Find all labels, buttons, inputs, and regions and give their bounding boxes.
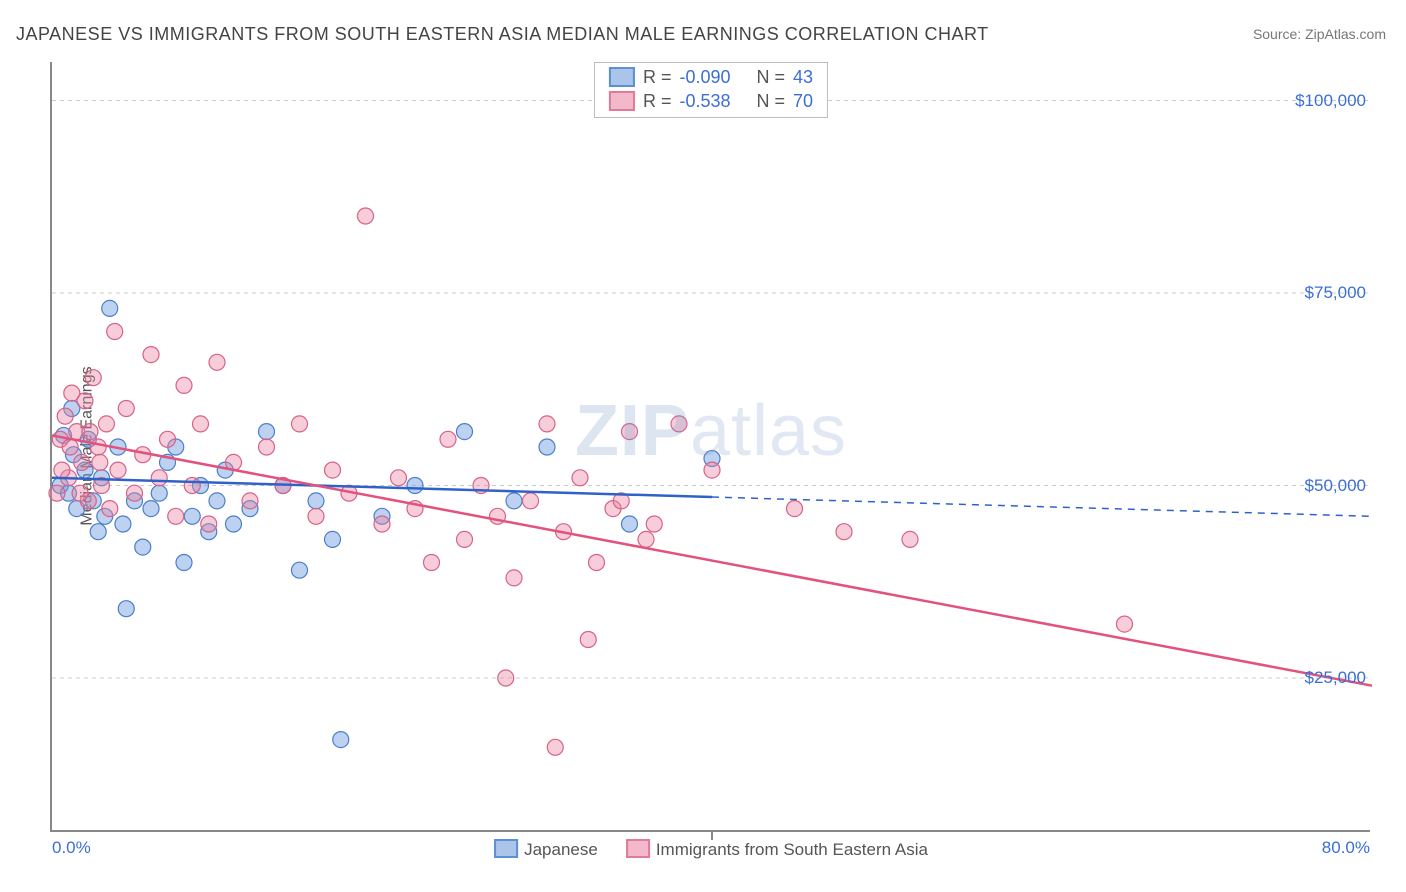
chart-container: JAPANESE VS IMMIGRANTS FROM SOUTH EASTER… [0, 0, 1406, 892]
y-tick-label: $100,000 [1295, 91, 1372, 111]
n-label: N = [757, 65, 786, 89]
r-label: R = [643, 89, 672, 113]
n-value-japanese: 43 [793, 65, 813, 89]
r-value-sea: -0.538 [679, 89, 730, 113]
r-label: R = [643, 65, 672, 89]
n-label: N = [757, 89, 786, 113]
series-legend: Japanese Immigrants from South Eastern A… [494, 839, 928, 860]
plot-area: ZIPatlas R = -0.090 N = 43 R = -0.538 N … [50, 62, 1370, 832]
n-value-sea: 70 [793, 89, 813, 113]
r-value-japanese: -0.090 [679, 65, 730, 89]
correlation-legend: R = -0.090 N = 43 R = -0.538 N = 70 [594, 62, 828, 118]
legend-swatch-sea [609, 91, 635, 111]
legend-swatch-icon [494, 839, 518, 858]
y-tick-label: $50,000 [1305, 476, 1372, 496]
y-tick-label: $25,000 [1305, 668, 1372, 688]
legend-label-japanese: Japanese [524, 840, 598, 859]
x-tick-label: 0.0% [52, 838, 91, 858]
legend-swatch-icon [626, 839, 650, 858]
legend-item: Japanese [494, 839, 598, 860]
legend-row: R = -0.538 N = 70 [609, 89, 813, 113]
legend-swatch-japanese [609, 67, 635, 87]
chart-title: JAPANESE VS IMMIGRANTS FROM SOUTH EASTER… [16, 24, 989, 45]
plot-svg [52, 62, 1370, 830]
legend-label-sea: Immigrants from South Eastern Asia [656, 840, 928, 859]
source-attribution: Source: ZipAtlas.com [1253, 26, 1386, 42]
x-tick-label: 80.0% [1322, 838, 1370, 858]
y-tick-label: $75,000 [1305, 283, 1372, 303]
legend-row: R = -0.090 N = 43 [609, 65, 813, 89]
legend-item: Immigrants from South Eastern Asia [626, 839, 928, 860]
